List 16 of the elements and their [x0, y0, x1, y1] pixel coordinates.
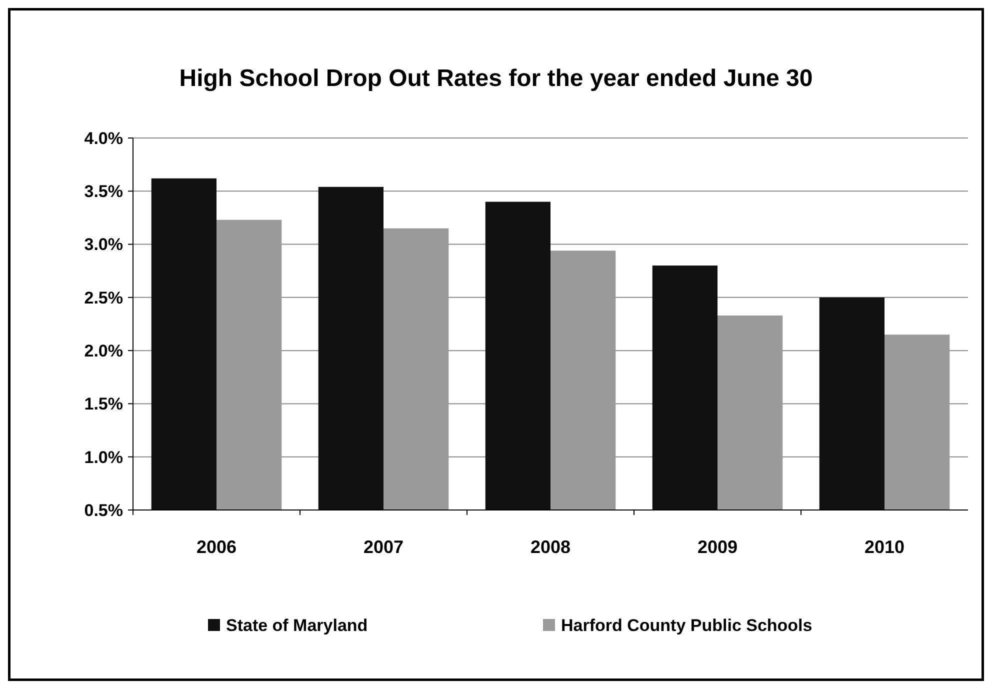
- y-tick-label: 2.0%: [84, 342, 123, 361]
- legend-label: State of Maryland: [226, 616, 368, 635]
- chart-title: High School Drop Out Rates for the year ended June 30: [179, 65, 813, 92]
- x-tick-label: 2007: [363, 537, 404, 557]
- x-tick-label: 2008: [530, 537, 571, 557]
- y-tick-label: 4.0%: [84, 128, 123, 148]
- y-tick-label: 1.0%: [84, 448, 123, 467]
- x-tick-label: 2006: [196, 537, 237, 557]
- x-tick-label: 2010: [864, 537, 905, 557]
- y-tick-label: 1.5%: [84, 394, 123, 414]
- y-tick-label: 3.0%: [84, 235, 123, 254]
- y-tick-label: 0.5%: [84, 500, 123, 520]
- legend-label: Harford County Public Schools: [561, 616, 812, 635]
- y-tick-label: 3.5%: [84, 182, 123, 202]
- x-tick-label: 2009: [697, 537, 738, 557]
- y-tick-label: 2.5%: [84, 288, 123, 308]
